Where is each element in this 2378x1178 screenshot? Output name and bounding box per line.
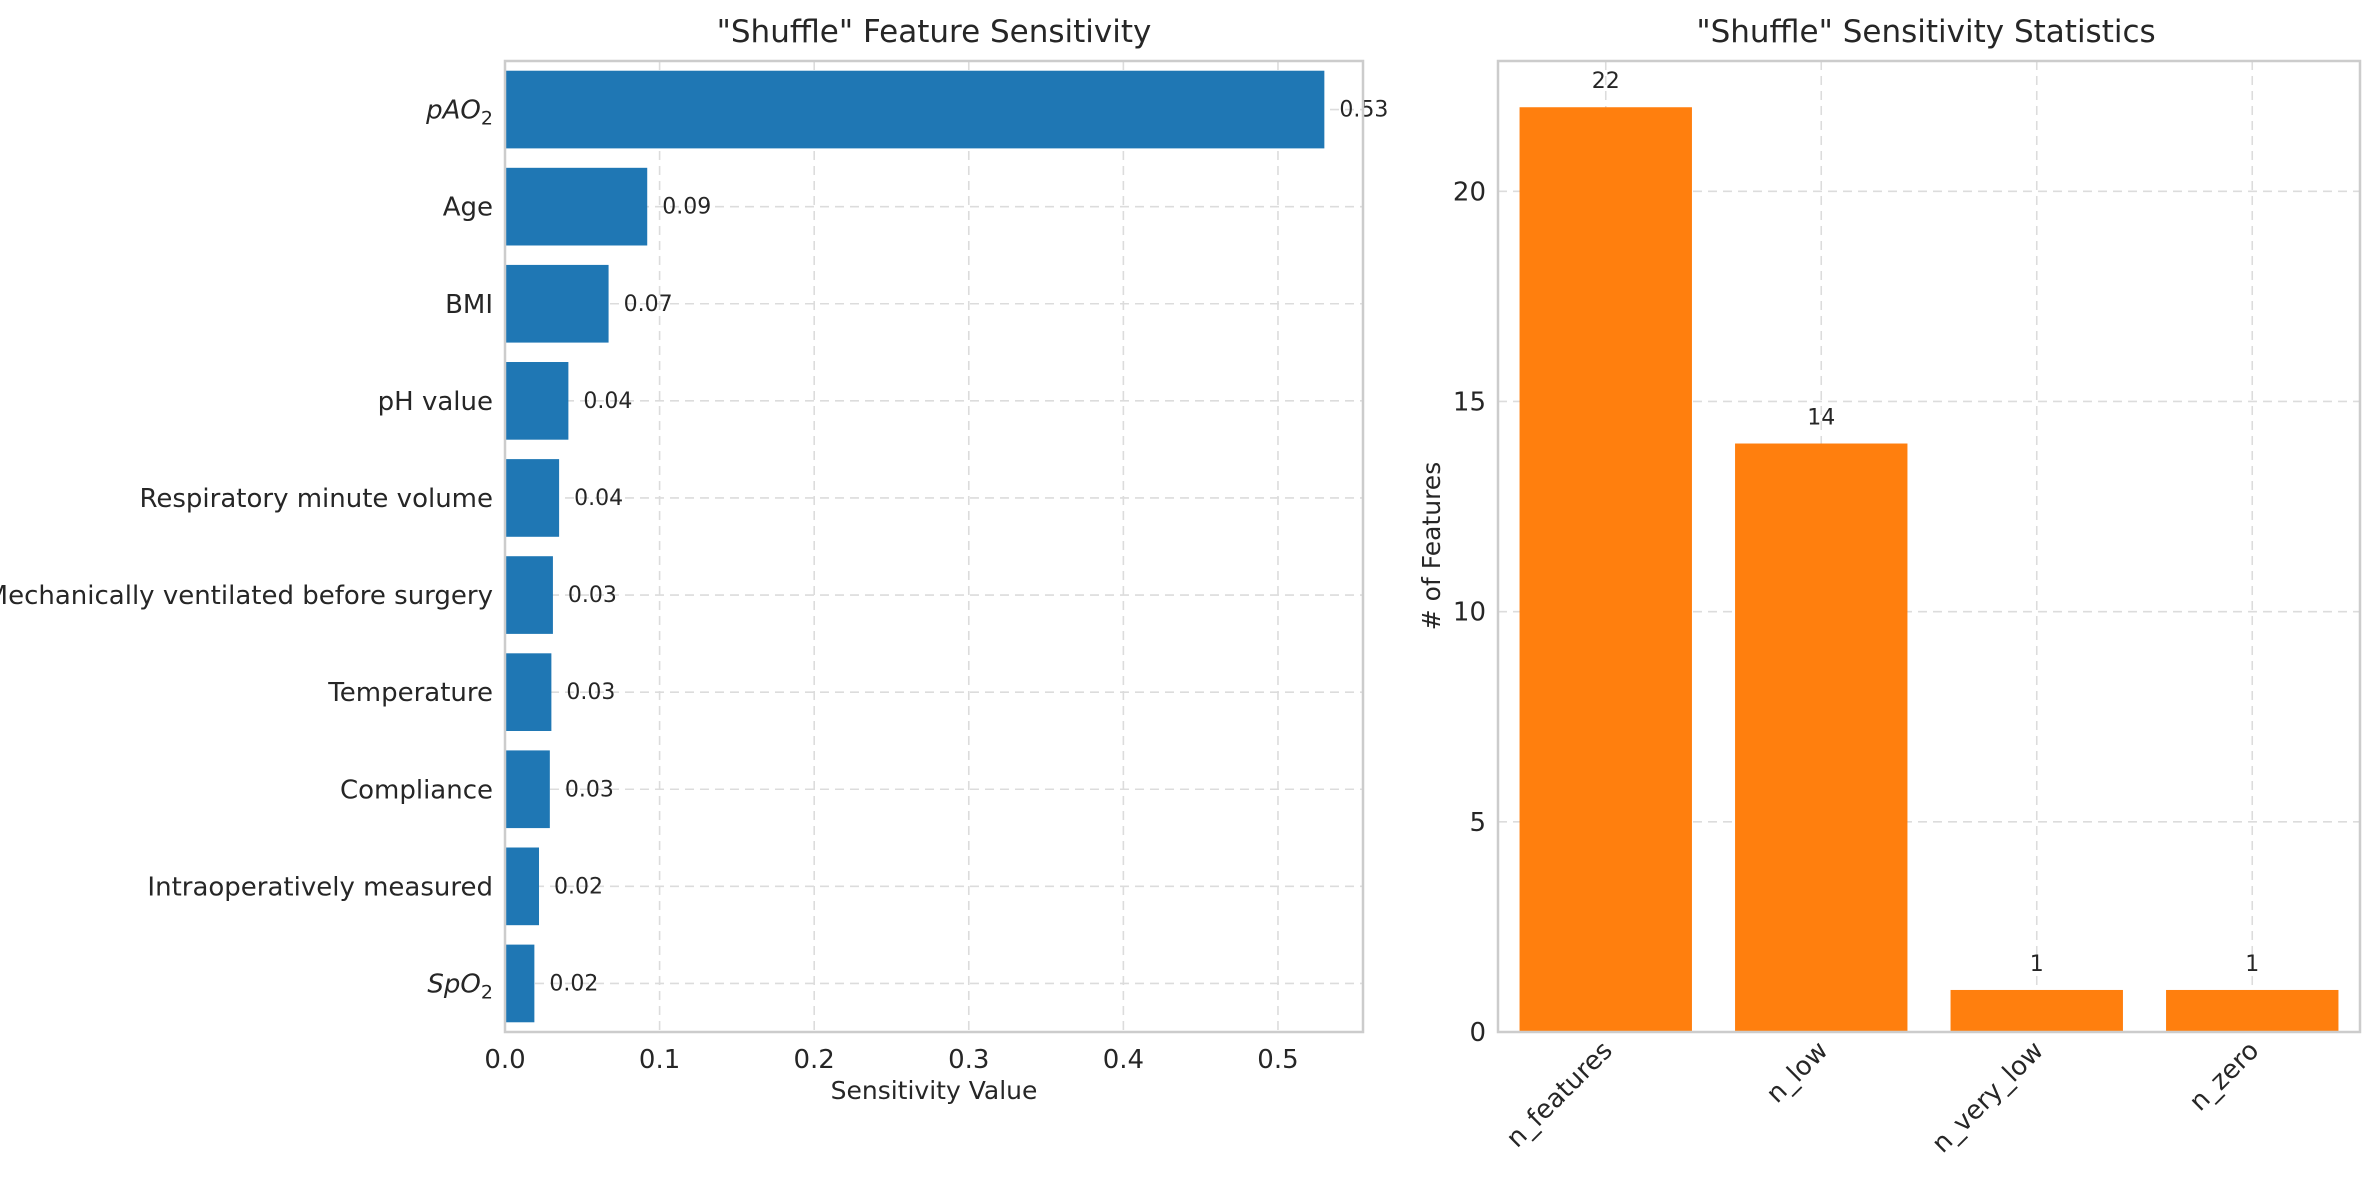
statistic-value-label: 1 (2030, 952, 2044, 977)
left-x-tick-label: 0.1 (639, 1045, 680, 1075)
feature-name-subscript: 2 (481, 108, 493, 130)
feature-value-label: 0.09 (662, 195, 711, 220)
left-bars (505, 70, 1325, 1023)
right-bars (1519, 107, 2339, 1032)
right-data-labels: 22 14 1 1 (1592, 69, 2260, 977)
right-plot-frame (1496, 59, 2362, 1034)
feature-bar (505, 264, 609, 343)
right-y-tick-labels: 0 5 10 15 20 (1453, 177, 1486, 1048)
feature-name-subscript: 2 (481, 981, 493, 1003)
feature-bar (505, 70, 1325, 149)
right-y-tick-label: 15 (1453, 387, 1486, 417)
feature-value-label: 0.02 (549, 971, 598, 996)
feature-name-label: pAO2 (425, 96, 493, 130)
left-x-tick-label: 0.4 (1103, 1045, 1144, 1075)
feature-value-label: 0.03 (566, 680, 615, 705)
feature-bar (505, 750, 550, 829)
feature-name-text: pAO (425, 96, 481, 126)
feature-value-label: 0.04 (574, 486, 623, 511)
statistic-bar (1519, 107, 1692, 1032)
feature-value-label: 0.03 (568, 583, 617, 608)
right-y-tick-label: 20 (1453, 177, 1486, 207)
feature-bar (505, 459, 560, 537)
left-x-tick-label: 0.0 (484, 1045, 525, 1075)
left-x-tick-labels: 0.0 0.1 0.2 0.3 0.4 0.5 (484, 1045, 1298, 1075)
feature-bar (505, 847, 540, 926)
feature-value-label: 0.07 (624, 292, 673, 317)
feature-name-text: BMI (445, 290, 493, 320)
feature-name-label: Mechanically ventilated before surgery (0, 581, 493, 611)
feature-value-label: 0.02 (554, 874, 603, 899)
left-x-tick-label: 0.2 (794, 1045, 835, 1075)
statistic-value-label: 14 (1807, 406, 1835, 431)
feature-name-label: pH value (378, 387, 493, 417)
feature-name-label: Intraoperatively measured (147, 872, 493, 902)
feature-name-text: pH value (378, 387, 493, 417)
statistic-category-label: n_very_low (1926, 1036, 2049, 1159)
feature-name-text: Compliance (340, 775, 493, 805)
right-y-axis-label: # of Features (1417, 462, 1446, 630)
feature-name-text: Intraoperatively measured (147, 872, 493, 902)
feature-bar (505, 653, 552, 731)
left-x-axis-label: Sensitivity Value (831, 1076, 1038, 1105)
statistic-category-label: n_features (1501, 1036, 1619, 1154)
statistic-value-label: 22 (1592, 69, 1620, 94)
left-x-tick-label: 0.3 (948, 1045, 989, 1075)
feature-name-label: BMI (445, 290, 493, 320)
feature-name-text: Respiratory minute volume (139, 484, 493, 514)
feature-name-text: Temperature (327, 678, 493, 708)
feature-sensitivity-chart: "Shuffle" Feature Sensitivity 0.530.090.… (0, 14, 1388, 1105)
feature-bar (505, 556, 553, 634)
feature-bar (505, 944, 535, 1023)
feature-name-label: Compliance (340, 775, 493, 805)
statistic-category-label: n_low (1761, 1036, 1834, 1109)
feature-name-label: Respiratory minute volume (139, 484, 493, 514)
feature-name-text: Mechanically ventilated before surgery (0, 581, 493, 611)
statistic-bar (2166, 989, 2339, 1032)
feature-value-label: 0.03 (565, 777, 614, 802)
feature-name-label: Age (443, 193, 493, 223)
feature-name-label: Temperature (327, 678, 493, 708)
right-y-tick-label: 5 (1469, 808, 1486, 838)
left-x-tick-label: 0.5 (1257, 1045, 1298, 1075)
feature-name-label: SpO2 (427, 969, 493, 1003)
left-plot-frame (503, 59, 1365, 1034)
right-y-tick-label: 0 (1469, 1018, 1486, 1048)
feature-bar (505, 362, 569, 440)
statistic-value-label: 1 (2245, 952, 2259, 977)
statistic-bar (1950, 989, 2123, 1032)
feature-value-label: 0.04 (583, 389, 632, 414)
statistic-bar (1735, 443, 1908, 1032)
right-y-tick-label: 10 (1453, 598, 1486, 628)
left-data-labels: 0.530.090.070.040.040.030.030.030.020.02 (549, 98, 1388, 997)
statistic-category-label: n_zero (2184, 1036, 2265, 1117)
right-chart-title: "Shuffle" Sensitivity Statistics (1696, 14, 2155, 50)
right-x-tick-labels: n_features n_low n_very_low n_zero (1501, 1036, 2266, 1159)
feature-name-text: SpO (427, 969, 480, 999)
feature-name-text: Age (443, 193, 493, 223)
feature-bar (505, 167, 648, 246)
left-chart-title: "Shuffle" Feature Sensitivity (717, 14, 1152, 50)
